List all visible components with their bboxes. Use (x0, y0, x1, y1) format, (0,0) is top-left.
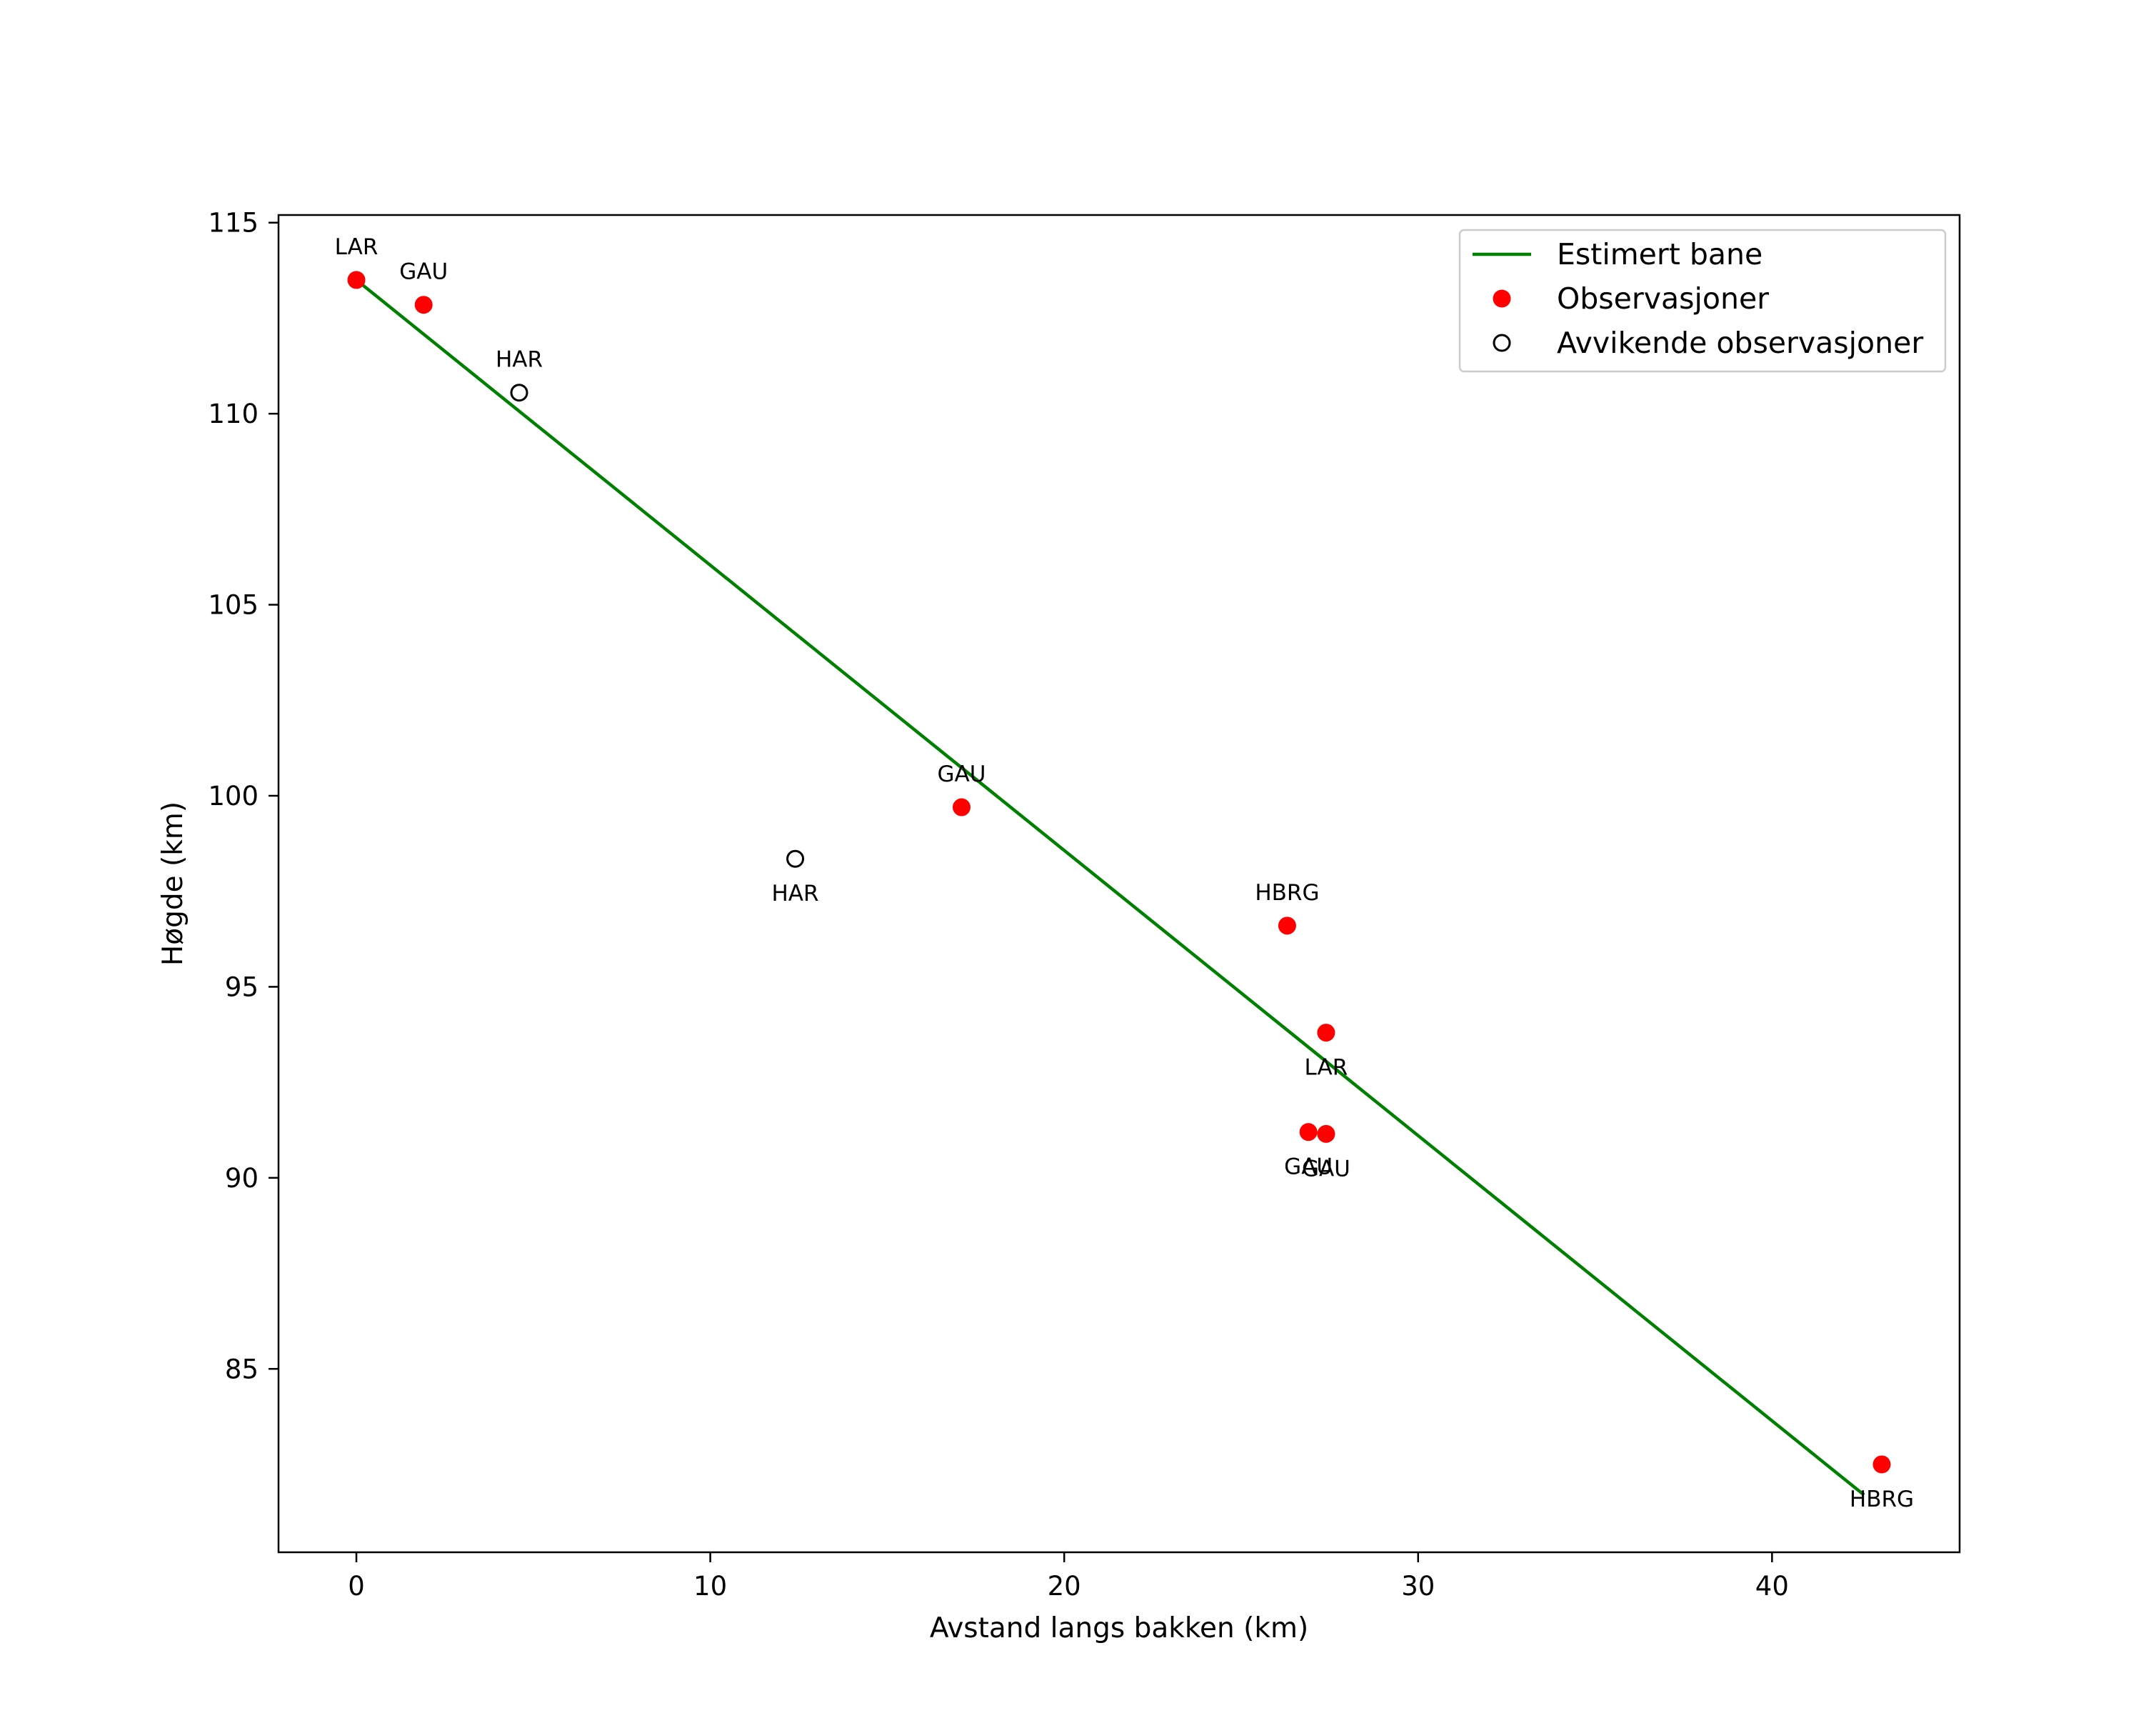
point-label: GAU (399, 259, 448, 285)
legend-hollow-marker-swatch (1493, 334, 1511, 352)
axis-ticks: 0 10 20 30 40 85 90 95 100 105 110 115 (208, 208, 1789, 1602)
observation-marker (414, 296, 433, 314)
outlier-marker (786, 849, 805, 868)
observation-marker (1317, 1024, 1335, 1042)
point-label: HAR (772, 881, 819, 907)
x-tick-label: 30 (1401, 1571, 1435, 1602)
point-label: HBRG (1255, 880, 1319, 906)
legend-label-estimated-path: Estimert bane (1557, 237, 1763, 271)
y-axis-label: Høgde (km) (157, 801, 189, 966)
estimated-path-line (355, 279, 1865, 1497)
outlier-marker (510, 384, 528, 402)
x-tick-label: 20 (1048, 1571, 1081, 1602)
y-tick-label: 100 (208, 781, 259, 811)
point-label: LAR (1305, 1055, 1348, 1081)
x-axis-label: Avstand langs bakken (km) (930, 1612, 1308, 1644)
observation-marker (1317, 1124, 1335, 1143)
x-tick-label: 40 (1755, 1571, 1789, 1602)
point-label: HBRG (1850, 1487, 1914, 1512)
point-label: GAU (1284, 1154, 1333, 1180)
observation-marker (1278, 917, 1296, 935)
legend-label-observations: Observasjoner (1557, 281, 1769, 316)
y-tick-label: 90 (225, 1163, 259, 1194)
point-label: LAR (335, 234, 378, 260)
observation-marker (1872, 1455, 1891, 1474)
x-tick-label: 10 (693, 1571, 727, 1602)
legend-box (1458, 229, 1947, 373)
legend-label-outliers: Avvikende observasjoner (1557, 326, 1923, 360)
point-label: GAU (1302, 1156, 1350, 1182)
plot-frame (277, 214, 1961, 1554)
x-tick-label: 0 (348, 1571, 365, 1602)
y-tick-label: 105 (208, 590, 259, 621)
observation-marker (1299, 1123, 1318, 1142)
y-tick-label: 115 (208, 208, 259, 239)
y-tick-label: 85 (225, 1354, 259, 1384)
observation-marker (952, 798, 971, 816)
point-label: HAR (496, 347, 543, 373)
y-tick-label: 110 (208, 399, 259, 429)
legend: Estimert bane Observasjoner Avvikende ob… (1458, 229, 1947, 373)
point-label: GAU (938, 761, 986, 787)
legend-red-marker-swatch (1493, 289, 1511, 308)
y-tick-label: 95 (225, 972, 259, 1002)
observation-marker (347, 271, 366, 289)
